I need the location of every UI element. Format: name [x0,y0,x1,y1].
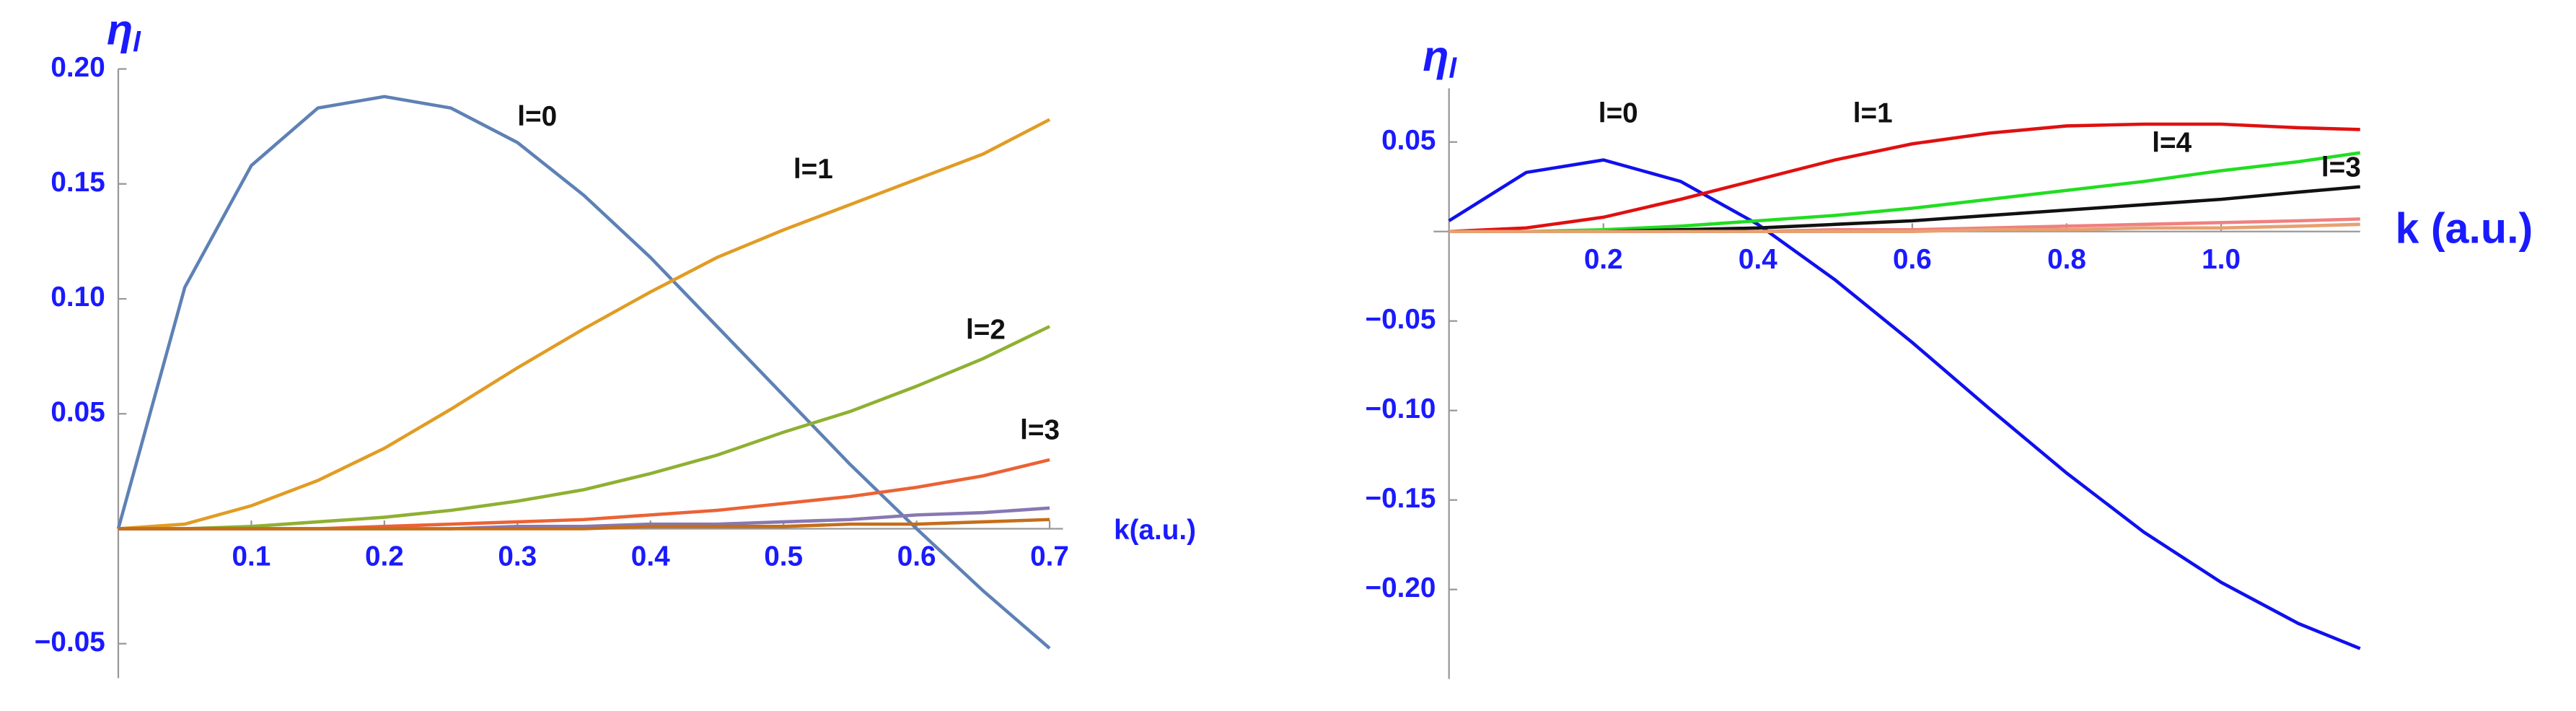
y-tick-label: 0.10 [50,282,105,313]
y-axis-label: ηl [1423,32,1457,84]
series-label: l=2 [966,315,1006,346]
y-tick-label: 0.15 [50,167,105,198]
x-tick-label: 0.6 [897,541,936,572]
y-axis-label-sub: l [1449,53,1457,84]
y-axis-label-sub: l [133,27,141,58]
series-line [118,325,1051,531]
x-tick-label: 0.4 [1738,244,1777,275]
x-tick-label: 0.4 [631,541,670,572]
series-line [118,518,1050,531]
x-tick-label: 0.3 [498,541,537,572]
series-line [118,458,1050,531]
series-line [1449,222,2360,234]
series-line [1449,151,2361,234]
x-tick-label: 1.0 [2202,244,2241,275]
y-tick-label: −0.05 [1366,304,1436,335]
x-tick-label: 0.6 [1893,244,1932,275]
y-axis-label-main: η [107,5,133,53]
x-axis-label: k(a.u.) [1114,515,1196,546]
y-tick-label: 0.05 [50,396,105,427]
x-tick-label: 0.5 [764,541,803,572]
y-tick-label: −0.15 [1366,483,1436,514]
y-tick-label: −0.20 [1366,572,1436,603]
x-tick-label: 0.1 [232,541,271,572]
y-tick-label: 0.05 [1381,125,1436,156]
series-line [118,118,1051,531]
series-line [1448,158,2361,650]
series-label: l=4 [2152,127,2192,158]
series-label: l=3 [1020,415,1060,446]
series-label: l=1 [1853,97,1893,128]
y-tick-label: −0.10 [1366,393,1436,424]
x-tick-label: 0.2 [365,541,404,572]
x-tick-label: 0.8 [2047,244,2086,275]
x-axis-label: k (a.u.) [2395,204,2533,252]
x-tick-label: 0.2 [1584,244,1623,275]
y-tick-label: −0.05 [35,627,105,658]
series-label: l=1 [794,154,833,185]
y-tick-label: 0.20 [50,52,105,83]
series-line [116,95,1051,650]
series-label: l=0 [1599,97,1638,128]
series-label: l=0 [517,101,557,132]
series-line [1449,122,2360,234]
x-tick-label: 0.7 [1030,541,1069,572]
y-axis-label: ηl [107,5,141,58]
y-axis-label-main: η [1423,32,1449,80]
series-label: l=3 [2321,152,2361,183]
